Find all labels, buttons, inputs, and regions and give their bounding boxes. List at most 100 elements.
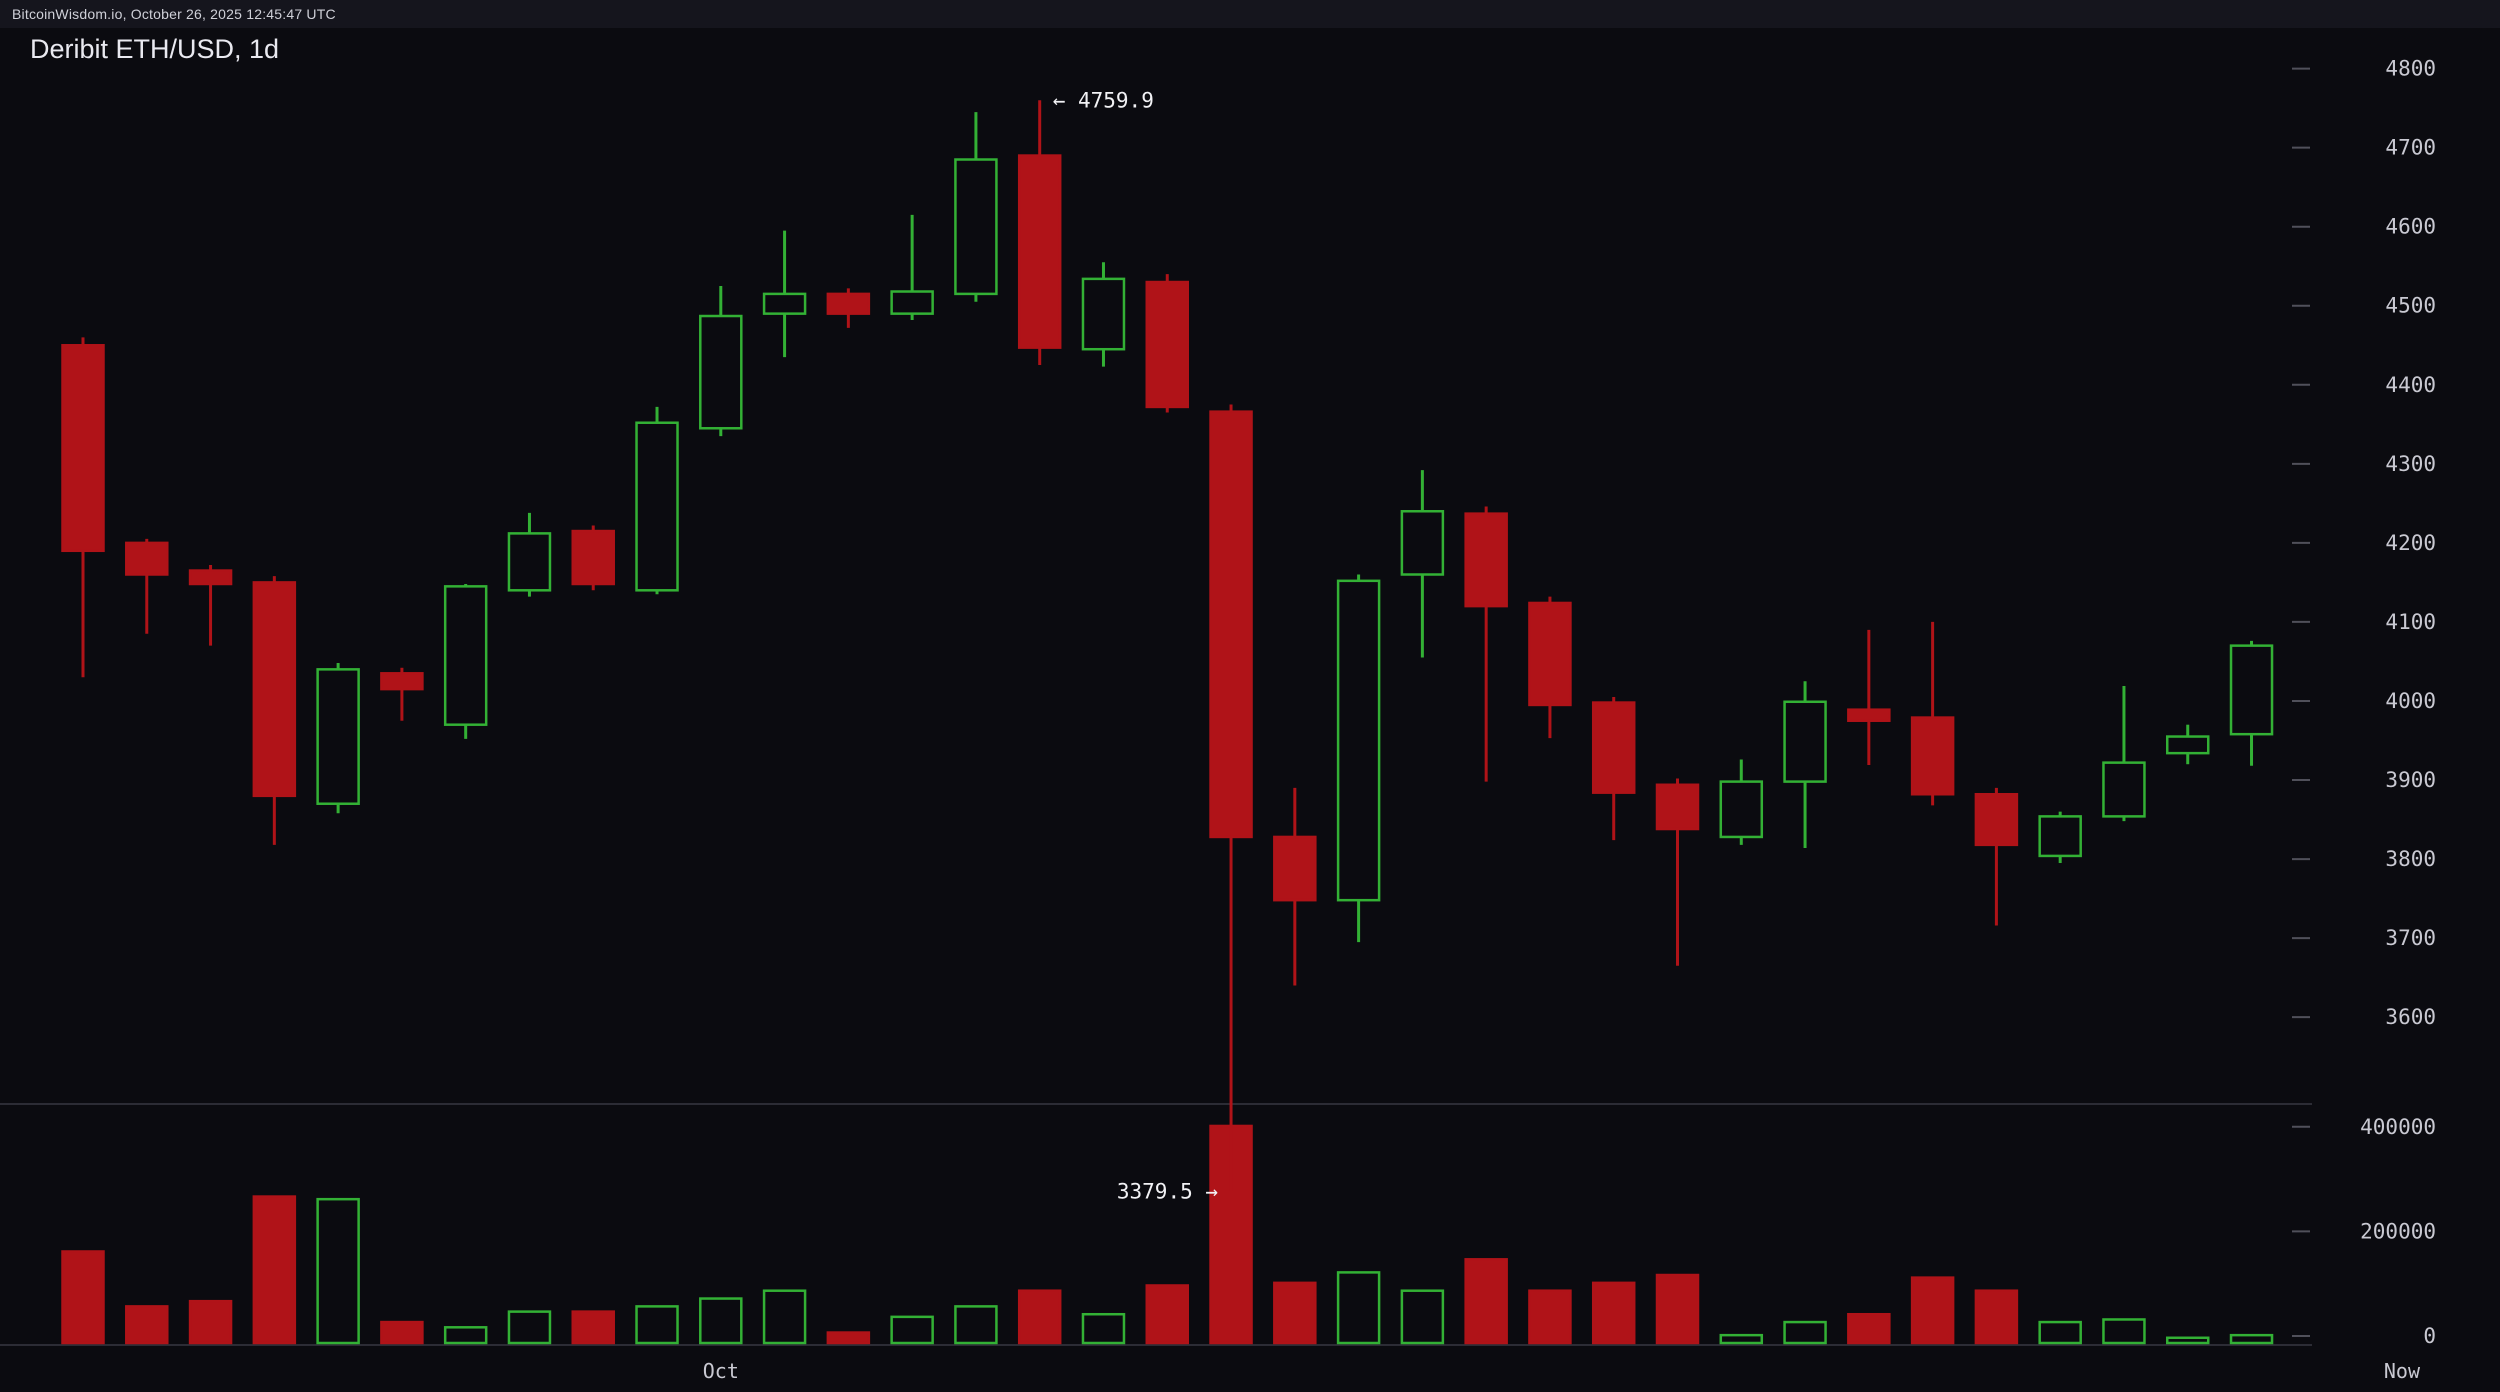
price-tick-label: 3900	[2385, 768, 2436, 792]
candle-body[interactable]	[2038, 815, 2082, 858]
candle-body[interactable]	[1081, 277, 1126, 351]
volume-bars-layer	[61, 1124, 2274, 1345]
price-tick-label: 4700	[2385, 136, 2436, 160]
volume-bar[interactable]	[1017, 1289, 1062, 1345]
candle-body[interactable]	[61, 344, 105, 553]
volume-bar[interactable]	[1145, 1284, 1190, 1345]
volume-bar[interactable]	[380, 1320, 424, 1345]
candle-body[interactable]	[1273, 835, 1317, 902]
time-axis-labels: Oct Now	[703, 1359, 2421, 1383]
candle-body[interactable]	[699, 314, 743, 430]
price-tick-label: 3600	[2385, 1005, 2436, 1029]
price-tick-label: 4800	[2385, 57, 2436, 81]
candle-body[interactable]	[1464, 512, 1508, 608]
candle-body[interactable]	[443, 585, 488, 726]
candle-body[interactable]	[252, 581, 297, 798]
candle-body[interactable]	[2165, 735, 2210, 755]
candle-body[interactable]	[762, 292, 807, 315]
volume-bar[interactable]	[954, 1305, 998, 1345]
volume-bar[interactable]	[890, 1315, 934, 1345]
volume-bar[interactable]	[1719, 1333, 1764, 1345]
candle-body[interactable]	[954, 158, 998, 296]
price-tick-label: 4300	[2385, 452, 2436, 476]
volume-bar[interactable]	[188, 1299, 233, 1345]
chart-title: Deribit ETH/USD, 1d	[30, 34, 280, 64]
volume-bar[interactable]	[1591, 1281, 1636, 1345]
volume-bar[interactable]	[316, 1197, 360, 1345]
candle-body[interactable]	[1974, 793, 2019, 847]
volume-bar[interactable]	[1273, 1281, 1317, 1345]
volume-axis: 400000 200000 0	[2292, 1115, 2436, 1348]
candle-body[interactable]	[890, 290, 934, 315]
candle-body[interactable]	[125, 541, 169, 576]
volume-bar[interactable]	[2102, 1318, 2146, 1345]
top-status-bar: BitcoinWisdom.io, October 26, 2025 12:45…	[0, 0, 2500, 28]
candle-body[interactable]	[1528, 601, 1572, 707]
volume-bar[interactable]	[1400, 1289, 1445, 1345]
candle-body[interactable]	[188, 569, 233, 586]
price-tick-label: 4100	[2385, 610, 2436, 634]
candle-body[interactable]	[635, 421, 679, 592]
volume-bar[interactable]	[826, 1331, 871, 1345]
price-tick-label: 3700	[2385, 926, 2436, 950]
high-price-annotation: ← 4759.9	[1053, 88, 1154, 112]
price-tick-label: 4000	[2385, 689, 2436, 713]
candle-body[interactable]	[1655, 783, 1700, 831]
volume-bar[interactable]	[1974, 1289, 2019, 1345]
candle-body[interactable]	[1591, 701, 1636, 794]
candle-body[interactable]	[1209, 410, 1253, 839]
volume-bar[interactable]	[61, 1250, 105, 1345]
candle-body[interactable]	[380, 672, 424, 691]
price-tick-label: 4400	[2385, 373, 2436, 397]
candle-body[interactable]	[1847, 708, 1891, 722]
price-tick-label: 4500	[2385, 294, 2436, 318]
now-label: Now	[2384, 1359, 2421, 1383]
volume-bar[interactable]	[2038, 1320, 2082, 1345]
volume-bar[interactable]	[2165, 1336, 2210, 1345]
volume-bar[interactable]	[635, 1305, 679, 1345]
volume-bar[interactable]	[762, 1289, 807, 1345]
volume-bar[interactable]	[699, 1297, 743, 1345]
candles-layer	[61, 100, 2274, 1192]
volume-bar[interactable]	[443, 1326, 488, 1345]
volume-bar[interactable]	[125, 1305, 169, 1345]
volume-tick-label: 400000	[2360, 1115, 2436, 1139]
volume-tick-label: 200000	[2360, 1219, 2436, 1243]
pane-dividers	[0, 1103, 2312, 1346]
candle-body[interactable]	[507, 532, 552, 592]
volume-bar[interactable]	[1783, 1320, 1827, 1345]
volume-bar[interactable]	[1464, 1258, 1508, 1345]
volume-bar[interactable]	[1655, 1273, 1700, 1345]
candle-body[interactable]	[1017, 154, 1062, 349]
candle-body[interactable]	[316, 668, 360, 805]
volume-bar[interactable]	[1081, 1312, 1126, 1345]
candle-body[interactable]	[571, 529, 615, 586]
volume-bar[interactable]	[507, 1310, 552, 1345]
candle-body[interactable]	[1400, 510, 1445, 576]
volume-bar[interactable]	[2229, 1333, 2274, 1345]
candle-body[interactable]	[1719, 780, 1764, 839]
candle-body[interactable]	[1910, 716, 1955, 796]
volume-bar[interactable]	[571, 1310, 615, 1345]
top-status-text: BitcoinWisdom.io, October 26, 2025 12:45…	[12, 6, 336, 22]
candle-body[interactable]	[1336, 579, 1381, 902]
price-axis: 4800 4700 4600 4500 4400 4300 4200 4100 4000 3900…	[2292, 57, 2436, 1029]
candle-body[interactable]	[826, 292, 871, 315]
volume-bar[interactable]	[1528, 1289, 1572, 1345]
annotations: ← 4759.9 3379.5 →	[1053, 88, 1218, 1203]
volume-bar[interactable]	[1910, 1276, 1955, 1345]
candle-body[interactable]	[2229, 644, 2274, 736]
volume-tick-label: 0	[2423, 1324, 2436, 1348]
volume-bar[interactable]	[1847, 1312, 1891, 1345]
candle-body[interactable]	[1783, 700, 1827, 783]
price-tick-label: 3800	[2385, 847, 2436, 871]
price-tick-label: 4200	[2385, 531, 2436, 555]
candle-body[interactable]	[2102, 761, 2146, 818]
volume-bar[interactable]	[252, 1195, 297, 1345]
candle-body[interactable]	[1145, 280, 1190, 409]
low-price-annotation: 3379.5 →	[1117, 1179, 1218, 1203]
price-tick-label: 4600	[2385, 215, 2436, 239]
volume-bar[interactable]	[1336, 1271, 1381, 1345]
